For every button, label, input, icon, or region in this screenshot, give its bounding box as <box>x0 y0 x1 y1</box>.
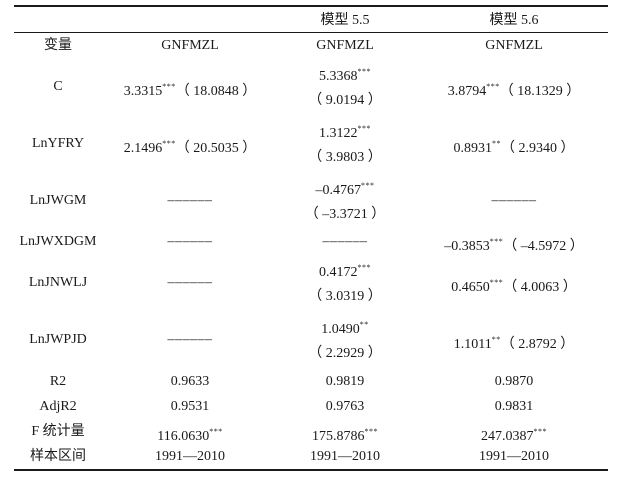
t-stat-cell: （ 3.0319 ） <box>308 289 382 304</box>
empty-dash: –––––– <box>322 234 368 249</box>
column-header-dependent: GNFMZL <box>316 38 374 53</box>
variable-label: F 统计量 <box>31 424 85 439</box>
coef-cell: 3.8794***（ 18.1329 ） <box>447 82 581 99</box>
model-header-5-5: 模型 5.5 <box>320 13 370 28</box>
variable-label: LnJWGM <box>29 193 87 208</box>
variable-label: AdjR2 <box>39 399 77 414</box>
stat-cell: 247.0387*** <box>481 427 547 444</box>
coef-cell: 0.4172*** <box>319 263 371 280</box>
coef-cell: 1.1011**（ 2.8792 ） <box>453 335 575 352</box>
coef-cell: 2.1496***（ 20.5035 ） <box>123 139 257 156</box>
t-stat-cell: （ 2.2929 ） <box>308 346 382 361</box>
variable-label: C <box>53 79 63 94</box>
stat-cell: 0.9633 <box>170 374 210 389</box>
coef-cell: –0.3853***（ –4.5972 ） <box>444 237 584 254</box>
coef-cell: 0.4650***（ 4.0063 ） <box>451 278 577 295</box>
bottom-rule <box>14 469 608 471</box>
stat-cell: 1991—2010 <box>310 449 380 464</box>
stat-cell: 0.9870 <box>494 374 534 389</box>
header-rule <box>14 32 608 33</box>
column-header-variable: 变量 <box>44 38 72 53</box>
t-stat-cell: （ –3.3721 ） <box>304 207 386 222</box>
coef-cell: 5.3368*** <box>319 67 371 84</box>
coef-cell: 1.0490** <box>321 320 369 337</box>
empty-dash: –––––– <box>167 234 213 249</box>
coef-cell: –0.4767*** <box>315 181 375 198</box>
variable-label: LnYFRY <box>31 136 85 151</box>
stat-cell: 175.8786*** <box>312 427 378 444</box>
stat-cell: 0.9763 <box>325 399 365 414</box>
empty-dash: –––––– <box>167 332 213 347</box>
empty-dash: –––––– <box>167 193 213 208</box>
stat-cell: 0.9819 <box>325 374 365 389</box>
model-header-5-6: 模型 5.6 <box>489 13 539 28</box>
top-rule <box>14 5 608 7</box>
stat-cell: 1991—2010 <box>479 449 549 464</box>
variable-label: LnJNWLJ <box>28 275 88 290</box>
coef-cell: 1.3122*** <box>319 124 371 141</box>
stat-cell: 0.9831 <box>494 399 534 414</box>
stat-cell: 116.0630*** <box>157 427 223 444</box>
empty-dash: –––––– <box>167 275 213 290</box>
variable-label: 样本区间 <box>30 449 86 464</box>
variable-label: LnJWXDGM <box>19 234 97 249</box>
stat-cell: 1991—2010 <box>155 449 225 464</box>
t-stat-cell: （ 9.0194 ） <box>308 93 382 108</box>
stat-cell: 0.9531 <box>170 399 210 414</box>
coef-cell: 3.3315***（ 18.0848 ） <box>123 82 257 99</box>
column-header-dependent: GNFMZL <box>161 38 219 53</box>
t-stat-cell: （ 3.9803 ） <box>308 150 382 165</box>
coef-cell: 0.8931**（ 2.9340 ） <box>453 139 575 156</box>
empty-dash: –––––– <box>491 193 537 208</box>
variable-label: LnJWPJD <box>29 332 87 347</box>
variable-label: R2 <box>49 374 67 389</box>
column-header-dependent: GNFMZL <box>485 38 543 53</box>
